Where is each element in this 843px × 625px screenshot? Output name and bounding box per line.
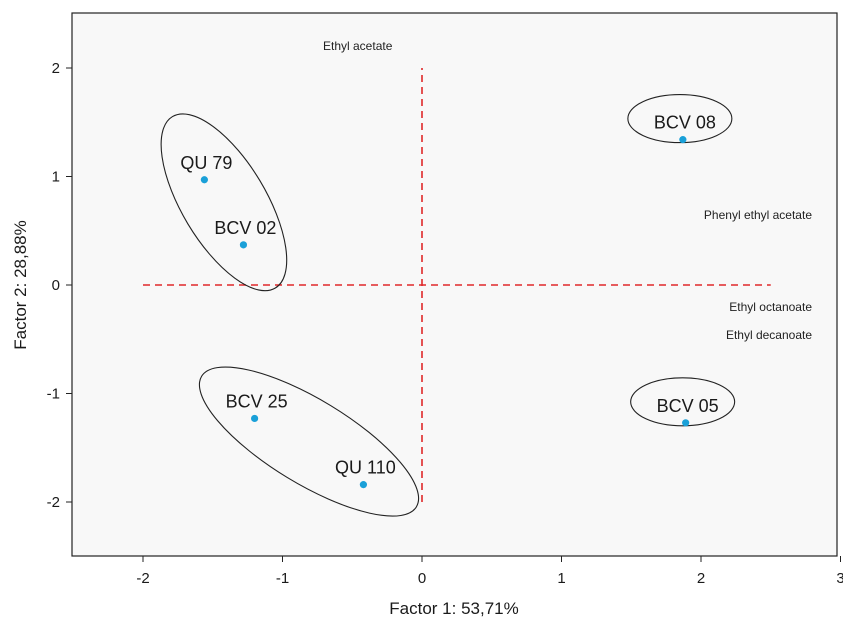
point-bcv-08 bbox=[679, 136, 687, 144]
x-tick-label: -1 bbox=[276, 570, 289, 587]
point-label-qu-110: QU 110 bbox=[335, 458, 396, 478]
x-tick-label: 0 bbox=[418, 570, 426, 587]
x-tick-label: -2 bbox=[136, 570, 149, 587]
y-tick-label: 2 bbox=[52, 60, 60, 77]
y-axis-label: Factor 2: 28,88% bbox=[11, 220, 30, 349]
point-label-bcv-25: BCV 25 bbox=[226, 391, 288, 411]
y-tick-label: -1 bbox=[47, 386, 60, 403]
x-tick-label: 2 bbox=[697, 570, 705, 587]
point-bcv-02 bbox=[239, 241, 248, 249]
point-label-bcv-08: BCV 08 bbox=[654, 113, 716, 133]
point-bcv-25 bbox=[251, 414, 259, 423]
group-ellipse bbox=[630, 377, 736, 427]
var-annotation-ethyl-acetate: Ethyl acetate bbox=[323, 39, 393, 53]
x-axis-label: Factor 1: 53,71% bbox=[389, 599, 518, 618]
var-annotation-ethyl-octanoate: Ethyl octanoate bbox=[729, 300, 812, 314]
var-annotation-ethyl-decanoate: Ethyl decanoate bbox=[726, 328, 812, 342]
group-ellipse bbox=[160, 113, 288, 292]
x-tick-label: 1 bbox=[557, 570, 565, 587]
point-label-qu-79: QU 79 bbox=[180, 153, 232, 173]
y-tick-label: 1 bbox=[52, 169, 60, 186]
point-qu-110 bbox=[359, 481, 368, 489]
y-tick-label: 0 bbox=[52, 277, 60, 294]
y-tick-label: -2 bbox=[47, 494, 60, 511]
point-label-bcv-05: BCV 05 bbox=[657, 396, 719, 416]
point-qu-79 bbox=[200, 176, 208, 184]
x-tick-label: 3 bbox=[836, 570, 843, 587]
point-label-bcv-02: BCV 02 bbox=[214, 218, 276, 238]
group-ellipse bbox=[627, 94, 733, 144]
point-bcv-05 bbox=[682, 419, 690, 427]
group-ellipse bbox=[198, 366, 420, 517]
var-annotation-phenyl-ethyl-acetate: Phenyl ethyl acetate bbox=[704, 208, 812, 222]
